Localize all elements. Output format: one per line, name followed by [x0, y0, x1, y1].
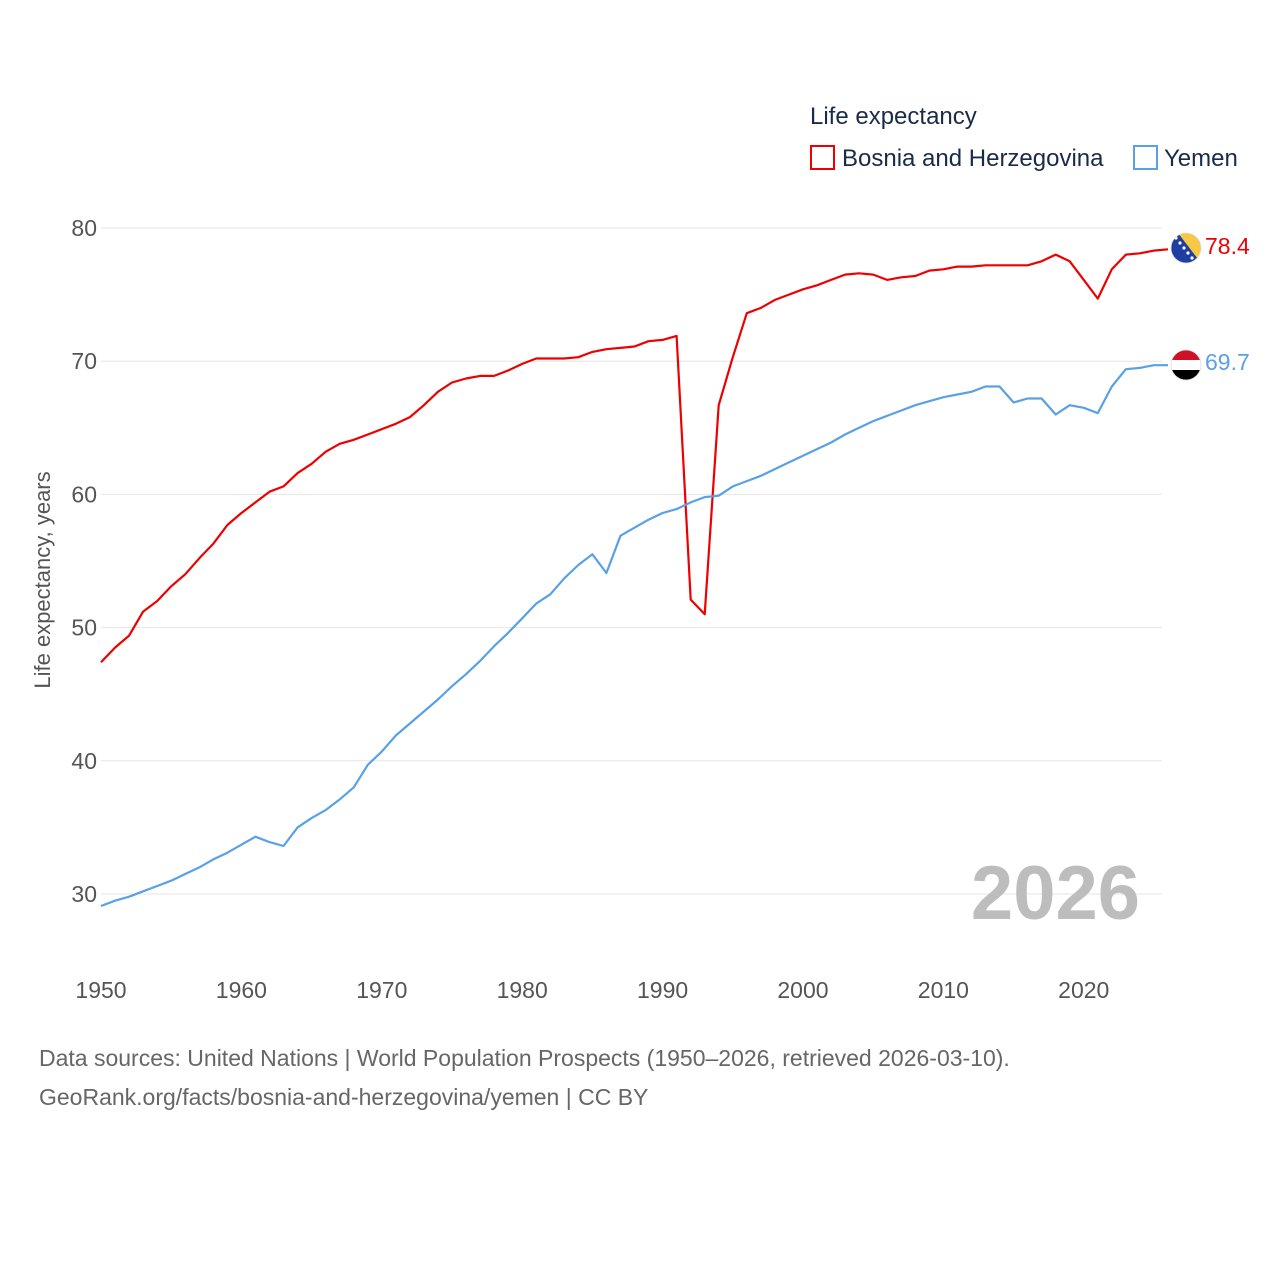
life-expectancy-chart: 30 40 50 60 70 80 1950 1960 1970 1980 1990 2000 201… [30, 103, 1250, 1003]
legend-swatch-bosnia [810, 145, 835, 170]
legend: Life expectancy Bosnia and Herzegovina Y… [810, 103, 1238, 172]
gridlines [101, 227, 1162, 895]
yemen-flag-icon [1170, 349, 1202, 381]
legend-swatch-yemen [1133, 145, 1158, 170]
x-tick-2000: 2000 [777, 977, 828, 1003]
end-label-yemen: 69.7 [1205, 349, 1250, 375]
legend-title: Life expectancy [810, 103, 977, 130]
y-tick-50: 50 [71, 615, 97, 641]
end-label-bosnia: 78.4 [1205, 233, 1250, 259]
x-tick-1950: 1950 [75, 977, 126, 1003]
y-axis-label: Life expectancy, years [30, 471, 55, 688]
x-tick-1990: 1990 [637, 977, 688, 1003]
footer-attribution[interactable]: GeoRank.org/facts/bosnia-and-herzegovina… [39, 1084, 649, 1110]
y-tick-60: 60 [71, 481, 97, 507]
legend-item-yemen[interactable]: Yemen [1133, 145, 1238, 172]
series-line-bosnia [100, 248, 1169, 663]
legend-item-bosnia[interactable]: Bosnia and Herzegovina [810, 145, 1104, 172]
footer-sources: Data sources: United Nations | World Pop… [39, 1045, 1010, 1071]
x-axis-ticks: 1950 1960 1970 1980 1990 2000 2010 2020 [75, 977, 1109, 1003]
y-tick-70: 70 [71, 348, 97, 374]
x-tick-1980: 1980 [497, 977, 548, 1003]
x-tick-1970: 1970 [356, 977, 407, 1003]
y-tick-40: 40 [71, 748, 97, 774]
y-tick-30: 30 [71, 881, 97, 907]
current-year-label: 2026 [971, 851, 1140, 936]
legend-label-bosnia: Bosnia and Herzegovina [842, 145, 1104, 172]
legend-label-yemen: Yemen [1164, 145, 1238, 172]
x-tick-2020: 2020 [1058, 977, 1109, 1003]
y-axis-ticks: 30 40 50 60 70 80 [71, 215, 97, 907]
y-tick-80: 80 [71, 215, 97, 241]
x-tick-1960: 1960 [216, 977, 267, 1003]
x-tick-2010: 2010 [918, 977, 969, 1003]
series-line-yemen [100, 364, 1168, 908]
bosnia-flag-icon [1170, 232, 1202, 264]
